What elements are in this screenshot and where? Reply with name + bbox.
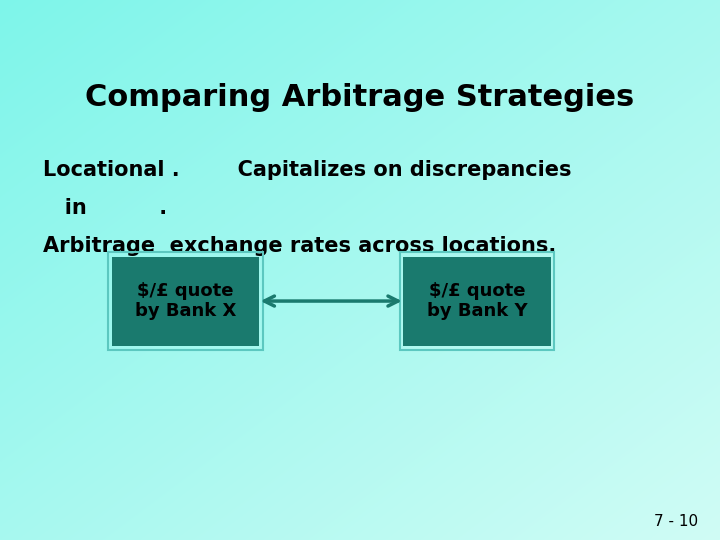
Text: Comparing Arbitrage Strategies: Comparing Arbitrage Strategies <box>86 83 634 112</box>
Text: Arbitrage  exchange rates across locations.: Arbitrage exchange rates across location… <box>43 235 557 256</box>
FancyBboxPatch shape <box>112 256 259 346</box>
Text: in          .: in . <box>43 198 167 218</box>
Text: 7 - 10: 7 - 10 <box>654 514 698 529</box>
Text: Locational .        Capitalizes on discrepancies: Locational . Capitalizes on discrepancie… <box>43 160 572 180</box>
FancyBboxPatch shape <box>403 256 551 346</box>
Text: $/£ quote
by Bank Y: $/£ quote by Bank Y <box>427 282 527 320</box>
Text: $/£ quote
by Bank X: $/£ quote by Bank X <box>135 282 236 320</box>
